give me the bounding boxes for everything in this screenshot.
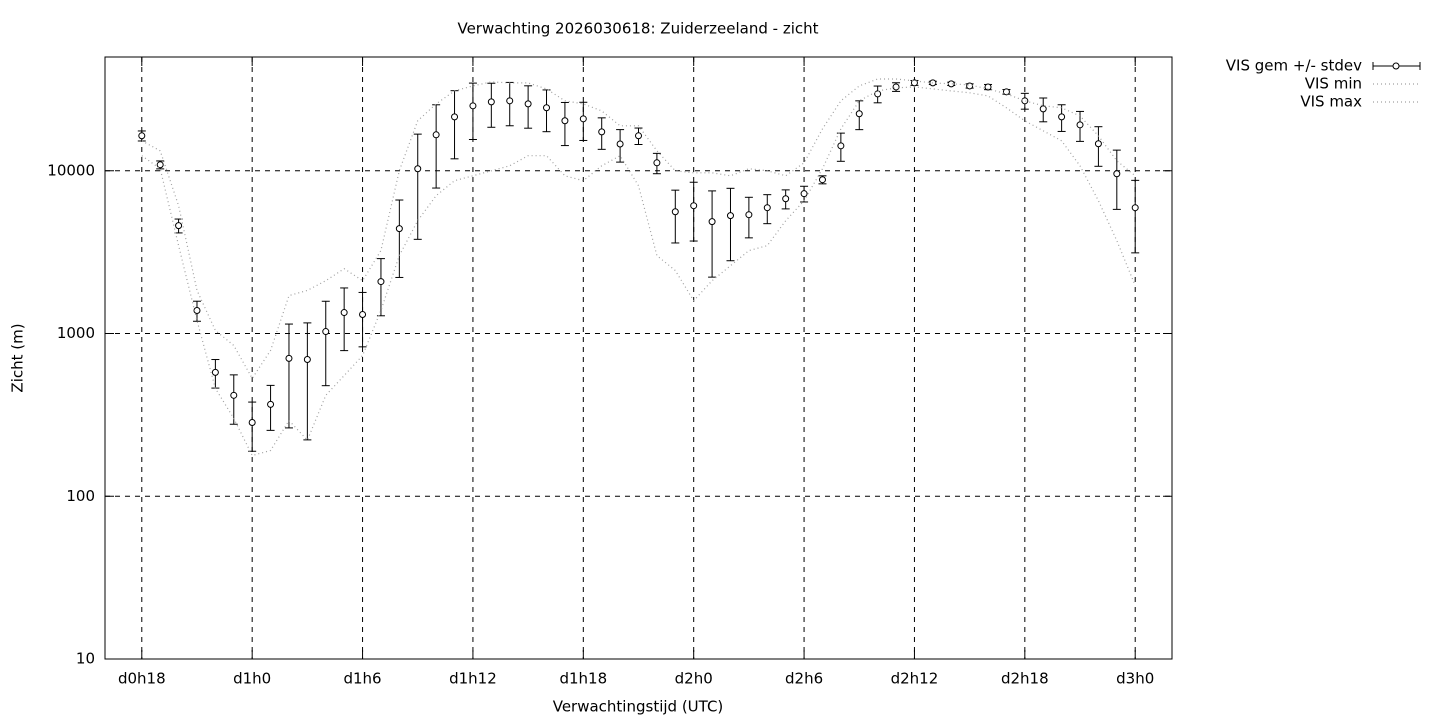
point [487,98,495,106]
point [818,176,826,184]
point [616,140,624,148]
point [138,132,146,140]
x-tick-label: d2h6 [785,670,823,688]
error-bar [340,287,349,352]
point [635,132,642,140]
point [763,204,771,212]
x-tick-label: d1h0 [233,670,271,688]
point [1021,97,1029,105]
point [248,418,256,426]
point [303,356,311,364]
point [156,161,164,169]
x-axis-label: Verwachtingstijd (UTC) [553,698,724,716]
error-bar [358,291,367,348]
error-bar [229,374,238,425]
x-tick-label: d3h0 [1116,670,1154,688]
point [230,391,238,399]
point [377,278,385,286]
point [726,212,734,220]
x-tick-label: d1h12 [449,670,497,688]
point [708,218,716,226]
point [929,79,937,87]
point [1113,170,1121,178]
error-bar [376,258,385,317]
point [285,354,293,362]
x-tick-label: d2h12 [891,670,939,688]
point [671,208,679,216]
error-bar [468,82,477,141]
point [561,117,569,125]
legend-label: VIS gem +/- stdev [1226,57,1362,75]
point [855,110,863,118]
error-bar [248,401,257,452]
point [800,190,808,198]
point [211,368,219,376]
error-bar [321,300,330,387]
error-bar [1131,179,1140,254]
point [414,165,422,173]
point [984,83,992,91]
point [782,195,790,203]
y-tick-label: 1000 [57,324,95,342]
legend-label: VIS min [1305,75,1362,93]
point [543,104,551,112]
point [395,225,403,233]
x-tick-label: d2h0 [675,670,713,688]
error-bar [266,384,275,431]
error-bar [671,189,680,244]
legend-swatch [1392,62,1400,70]
point [579,115,587,123]
point [874,90,882,98]
point [432,131,440,139]
point [745,211,753,219]
point [1002,88,1010,96]
point [837,142,845,150]
error-bar [413,133,422,240]
point [1094,140,1102,148]
point [690,202,698,210]
y-tick-label: 100 [66,487,95,505]
x-tick-label: d1h6 [343,670,381,688]
point [451,113,459,121]
point [1076,121,1084,129]
point [267,400,275,408]
x-tick-label: d1h18 [559,670,607,688]
point [359,311,367,319]
error-bar [395,199,404,278]
point [1039,105,1047,113]
error-bar [708,190,717,278]
point [1058,113,1066,121]
error-bar [450,90,459,160]
point [175,222,183,230]
point [322,328,330,336]
error-bar [284,323,293,429]
point [947,80,955,88]
line [141,86,1136,457]
chart-title: Verwachting 2026030618: Zuiderzeeland - … [457,20,818,38]
error-bar [689,181,698,242]
point [1131,204,1139,212]
y-tick-label: 10000 [47,161,95,179]
y-axis-label: Zicht (m) [9,323,27,392]
line [141,78,1136,380]
error-bar [1112,149,1121,210]
point [506,97,514,105]
point [598,128,606,136]
point [524,100,532,108]
error-bar [726,187,735,262]
legend-label: VIS max [1300,93,1362,111]
plot-border [104,56,1173,660]
x-tick-label: d2h18 [1001,670,1049,688]
x-tick-label: d0h18 [118,670,166,688]
point [469,102,477,110]
point [340,309,348,317]
point [892,83,900,91]
y-tick-label: 10 [76,650,95,668]
error-bar [432,104,441,189]
point [653,159,661,167]
error-bar [303,322,312,441]
